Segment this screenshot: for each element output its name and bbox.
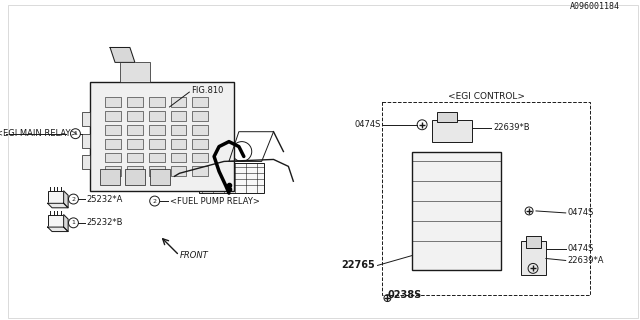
Polygon shape xyxy=(63,215,68,232)
Bar xyxy=(105,139,121,148)
Bar xyxy=(148,125,164,135)
Bar xyxy=(83,134,90,148)
Bar xyxy=(47,191,63,203)
Text: 0474S: 0474S xyxy=(354,120,381,129)
Bar xyxy=(105,153,121,163)
Polygon shape xyxy=(63,191,68,208)
Text: FRONT: FRONT xyxy=(179,251,208,260)
Bar xyxy=(148,153,164,163)
Text: 1: 1 xyxy=(74,131,77,136)
Bar xyxy=(192,153,208,163)
Text: 2: 2 xyxy=(72,196,76,202)
Bar xyxy=(127,166,143,176)
Text: <EGI CONTROL>: <EGI CONTROL> xyxy=(448,92,525,101)
Bar xyxy=(192,125,208,135)
Text: <EGI MAIN RELAY>: <EGI MAIN RELAY> xyxy=(0,129,77,138)
Bar xyxy=(120,62,150,82)
Text: 1: 1 xyxy=(72,220,76,225)
Bar xyxy=(192,97,208,107)
Text: 25232*B: 25232*B xyxy=(86,218,123,227)
Bar xyxy=(125,169,145,185)
Bar xyxy=(83,156,90,169)
Polygon shape xyxy=(47,203,68,208)
Bar xyxy=(526,236,541,248)
Text: 2: 2 xyxy=(153,198,157,204)
Text: FIG.810: FIG.810 xyxy=(191,86,224,95)
Bar xyxy=(127,153,143,163)
Text: 22639*B: 22639*B xyxy=(493,123,530,132)
Bar xyxy=(148,111,164,121)
Bar xyxy=(170,139,186,148)
Text: 22639*A: 22639*A xyxy=(568,256,604,265)
Bar xyxy=(432,120,472,142)
Bar xyxy=(148,97,164,107)
Text: 22765: 22765 xyxy=(341,260,374,270)
Bar xyxy=(170,125,186,135)
Bar xyxy=(383,102,591,295)
Bar xyxy=(105,111,121,121)
Polygon shape xyxy=(47,227,68,232)
Text: 0474S: 0474S xyxy=(568,208,594,217)
Bar xyxy=(127,125,143,135)
Bar xyxy=(127,139,143,148)
Bar xyxy=(105,97,121,107)
Bar xyxy=(148,139,164,148)
Bar xyxy=(412,151,501,270)
Text: 0238S: 0238S xyxy=(387,290,422,300)
Bar xyxy=(170,153,186,163)
Bar xyxy=(192,139,208,148)
Bar xyxy=(127,97,143,107)
Bar xyxy=(170,111,186,121)
Bar xyxy=(100,169,120,185)
Bar xyxy=(105,125,121,135)
Bar xyxy=(170,166,186,176)
Bar xyxy=(90,82,234,191)
Text: A096001184: A096001184 xyxy=(570,2,620,11)
Bar xyxy=(521,241,546,275)
Bar xyxy=(148,166,164,176)
Bar xyxy=(192,111,208,121)
Bar xyxy=(150,169,170,185)
Bar xyxy=(47,215,63,227)
Text: <FUEL PUMP RELAY>: <FUEL PUMP RELAY> xyxy=(170,196,259,205)
Bar xyxy=(127,111,143,121)
Bar xyxy=(192,166,208,176)
Bar xyxy=(437,112,457,122)
Text: 25232*A: 25232*A xyxy=(86,195,123,204)
Bar xyxy=(170,97,186,107)
Polygon shape xyxy=(110,47,135,62)
Bar xyxy=(199,164,264,193)
Bar xyxy=(105,166,121,176)
Bar xyxy=(83,112,90,126)
Text: 0474S: 0474S xyxy=(568,244,594,253)
